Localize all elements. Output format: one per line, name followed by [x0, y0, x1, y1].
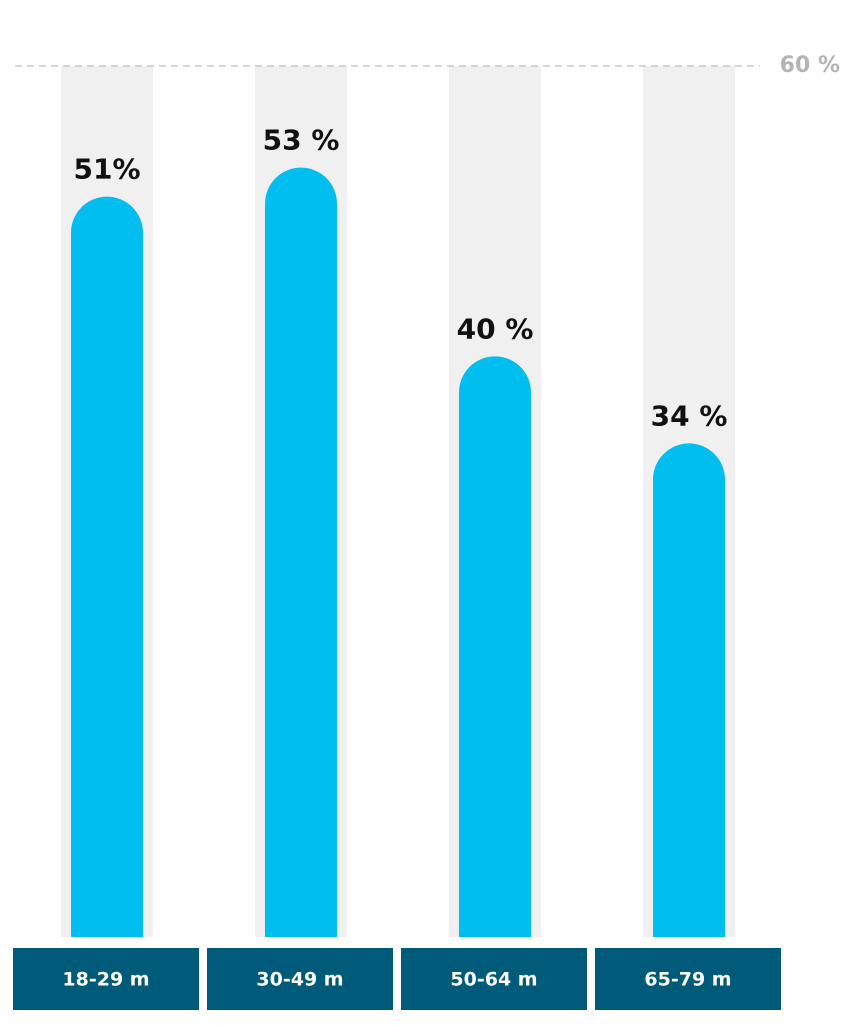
x-tick-label: 18-29 m — [62, 969, 149, 991]
category-box — [401, 948, 587, 1010]
category-box — [207, 948, 393, 1010]
category-box — [595, 948, 781, 1010]
value-label: 51% — [73, 153, 140, 186]
value-label: 40 % — [457, 312, 534, 345]
bar — [265, 167, 337, 937]
value-label: 53 % — [263, 124, 340, 157]
value-label: 34 % — [651, 399, 728, 432]
x-tick-label: 50-64 m — [450, 969, 537, 991]
y-tick-label: 60 % — [780, 53, 840, 78]
category-box — [13, 948, 199, 1010]
bar — [653, 443, 725, 937]
x-tick-label: 65-79 m — [644, 969, 731, 991]
bar — [459, 356, 531, 937]
x-tick-label: 30-49 m — [256, 969, 343, 991]
bar — [71, 196, 143, 937]
